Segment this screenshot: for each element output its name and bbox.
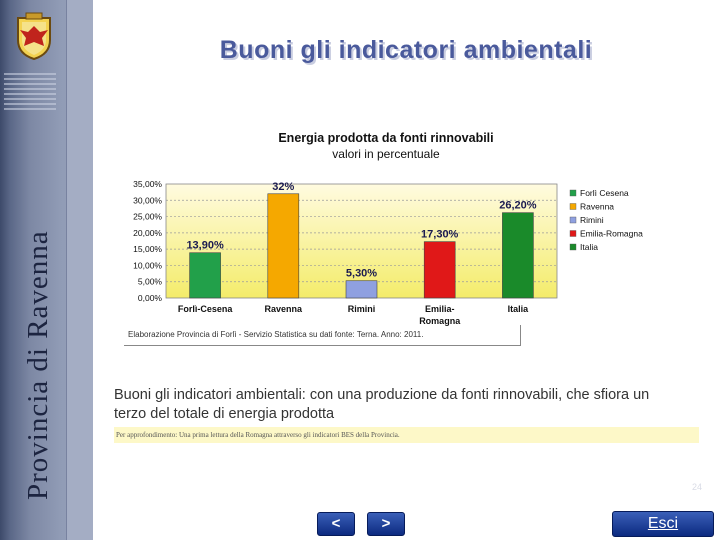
bar — [345, 280, 378, 299]
sidebar-stripe — [66, 0, 93, 540]
y-tick-label: 25,00% — [133, 212, 162, 222]
chart-subtitle: valori in percentuale — [332, 147, 440, 161]
y-tick-label: 5,00% — [138, 277, 163, 287]
data-label: 13,90% — [186, 240, 224, 252]
legend-entry: Forlì Cesena — [580, 188, 629, 198]
data-label: 17,30% — [421, 229, 459, 241]
x-tick-label: Romagna — [419, 316, 461, 326]
y-tick-label: 35,00% — [133, 179, 162, 189]
y-tick-label: 30,00% — [133, 195, 162, 205]
x-tick-label: Ravenna — [265, 304, 304, 314]
page-title: Buoni gli indicatori ambientali — [219, 36, 593, 64]
data-label: 32% — [272, 181, 294, 193]
chart-frame: Energia prodotta da fonti rinnovabili va… — [124, 120, 650, 346]
data-label: 5,30% — [346, 268, 377, 280]
description-text: Buoni gli indicatori ambientali: con una… — [114, 387, 650, 422]
exit-button-label: Esci — [647, 515, 679, 532]
legend-entry: Italia — [580, 242, 598, 252]
prev-button[interactable]: < — [317, 512, 355, 536]
bar — [189, 252, 221, 299]
x-tick-label: Emilia- — [425, 304, 455, 314]
source-box — [124, 325, 521, 346]
x-tick-label: Rimini — [348, 304, 376, 314]
sidebar-decoration — [4, 70, 56, 113]
note-bar: Per approfondimento: Una prima lettura d… — [114, 427, 699, 443]
legend-swatch — [569, 230, 577, 237]
y-tick-label: 0,00% — [138, 293, 163, 303]
chart-source: Elaborazione Provincia di Forlì - Serviz… — [128, 330, 424, 339]
legend-swatch — [569, 216, 577, 224]
page-number: 24 — [692, 482, 703, 492]
legend-swatch — [569, 243, 577, 251]
chart-title: Energia prodotta da fonti rinnovabili — [278, 131, 493, 145]
legend-swatch — [569, 189, 577, 197]
x-tick-label: Italia — [508, 304, 530, 314]
bar — [502, 212, 534, 299]
legend-entry: Ravenna — [580, 202, 614, 212]
exit-button[interactable]: Esci — [612, 511, 714, 537]
y-tick-label: 15,00% — [133, 244, 162, 254]
y-tick-label: 10,00% — [133, 260, 162, 270]
legend-entry: Emilia-Romagna — [580, 229, 643, 239]
province-crest-icon — [17, 12, 51, 60]
bar-chart: Energia prodotta da fonti rinnovabili va… — [133, 131, 643, 326]
plot-area — [165, 183, 558, 299]
sidebar-title: Provincia di Ravenna — [22, 230, 54, 500]
legend-swatch — [569, 203, 577, 210]
next-button[interactable]: > — [367, 512, 405, 536]
sidebar: Provincia di Ravenna — [0, 0, 93, 540]
bar — [423, 241, 456, 299]
y-tick-label: 20,00% — [133, 228, 162, 238]
legend-entry: Rimini — [580, 215, 604, 225]
data-label: 26,20% — [499, 200, 537, 212]
x-tick-label: Forlì-Cesena — [178, 304, 234, 314]
bar — [267, 193, 300, 299]
